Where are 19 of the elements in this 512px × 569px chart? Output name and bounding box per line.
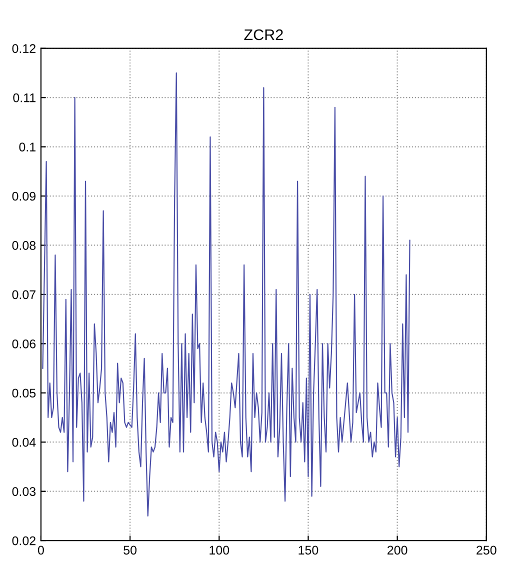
x-tick-label: 50	[124, 546, 137, 555]
y-tick-label: 0.09	[12, 192, 36, 201]
x-tick-label: 150	[298, 546, 318, 555]
y-tick-label: 0.05	[12, 388, 36, 398]
x-tick-label: 250	[476, 546, 496, 555]
y-tick-label: 0.06	[12, 339, 36, 348]
y-tick-label: 0.03	[12, 487, 36, 496]
y-tick-label: 0.1	[19, 142, 36, 152]
x-tick-label: 0	[38, 546, 44, 555]
x-tick-label: 200	[388, 546, 408, 555]
y-tick-label: 0.11	[13, 93, 36, 102]
y-tick-label: 0.02	[12, 536, 36, 546]
line-series	[42, 72, 410, 516]
y-tick-label: 0.12	[12, 44, 36, 54]
y-tick-label: 0.04	[12, 438, 36, 447]
y-tick-label: 0.08	[12, 241, 36, 250]
chart-title: ZCR2	[244, 29, 283, 40]
y-tick-label: 0.07	[12, 290, 36, 300]
x-tick-label: 100	[210, 546, 230, 555]
